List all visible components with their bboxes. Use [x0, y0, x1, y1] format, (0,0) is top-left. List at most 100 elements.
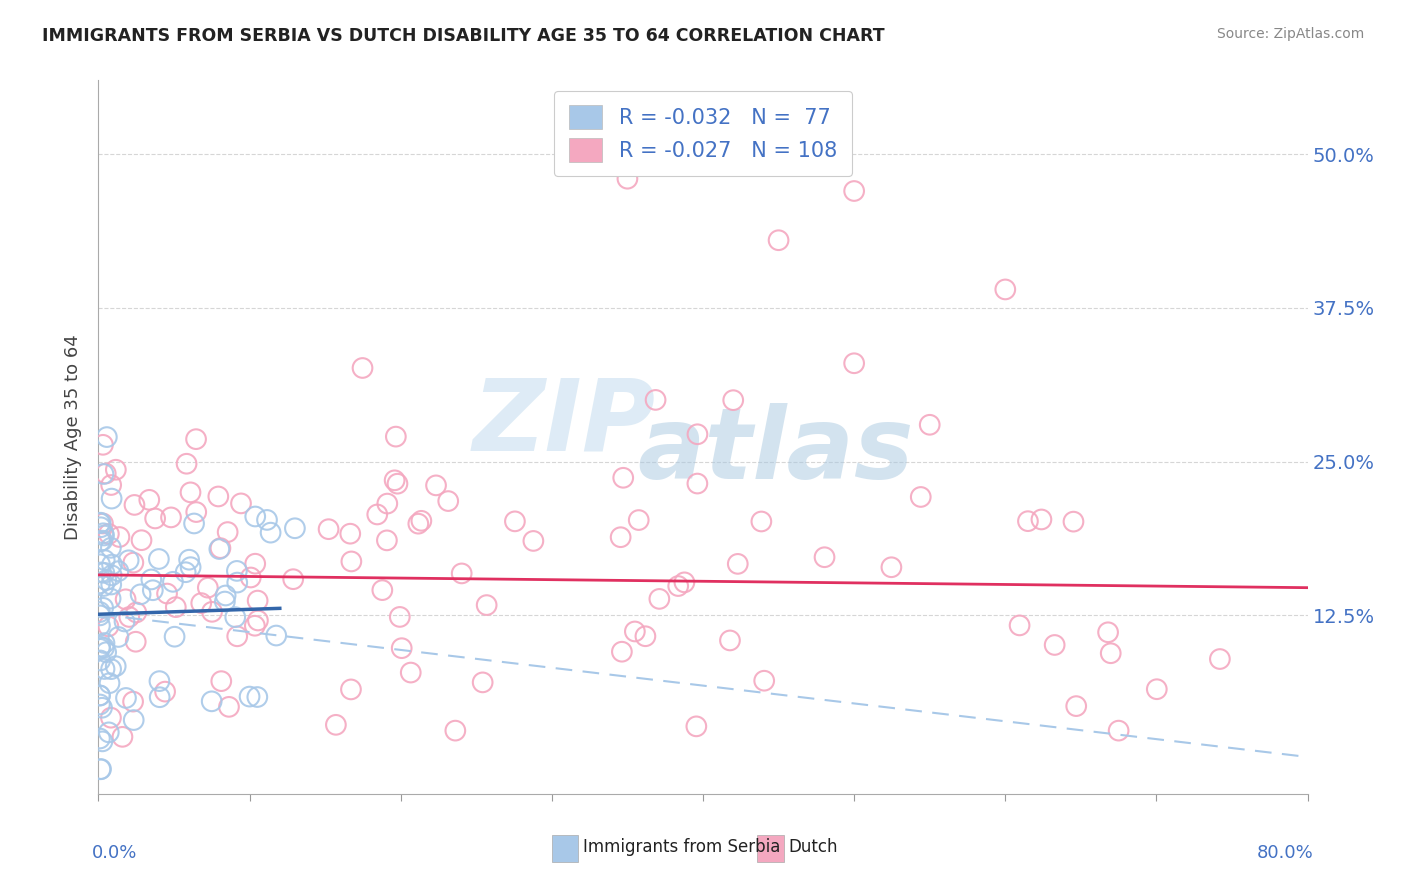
Point — [89, 608, 111, 623]
Point — [100, 591, 122, 606]
Point — [148, 552, 170, 566]
Point — [90, 762, 112, 776]
Point — [246, 593, 269, 607]
Point — [209, 674, 232, 689]
Point — [89, 516, 111, 531]
Point — [217, 524, 239, 539]
Point — [259, 525, 281, 540]
Point — [666, 579, 689, 593]
Point — [90, 566, 112, 580]
Point — [186, 505, 208, 519]
Point — [122, 713, 145, 727]
Point — [91, 533, 114, 548]
Point — [226, 575, 249, 590]
Point — [214, 594, 236, 608]
Point — [89, 641, 111, 656]
Point — [98, 676, 121, 690]
Point — [1108, 723, 1130, 738]
Point — [218, 699, 240, 714]
Point — [89, 731, 111, 746]
Point — [131, 533, 153, 548]
Point — [475, 598, 498, 612]
Point — [90, 520, 112, 534]
Point — [111, 730, 134, 744]
Point — [118, 553, 141, 567]
Point — [256, 513, 278, 527]
Point — [1146, 682, 1168, 697]
Legend: R = -0.032   N =  77, R = -0.027   N = 108: R = -0.032 N = 77, R = -0.027 N = 108 — [554, 91, 852, 177]
Point — [340, 682, 363, 697]
Point — [149, 690, 172, 705]
Point — [844, 356, 866, 370]
Point — [612, 471, 634, 485]
Point — [624, 624, 647, 639]
Point — [318, 522, 340, 536]
Point — [179, 485, 201, 500]
Point — [471, 675, 494, 690]
Point — [201, 605, 224, 619]
Point — [673, 575, 696, 590]
Text: 80.0%: 80.0% — [1257, 844, 1313, 862]
Point — [648, 591, 671, 606]
Point — [340, 554, 363, 568]
Point — [686, 476, 709, 491]
Point — [183, 516, 205, 531]
Point — [89, 762, 111, 776]
Point — [100, 541, 122, 555]
Point — [89, 558, 111, 572]
Point — [283, 572, 305, 586]
Point — [89, 689, 111, 703]
Point — [162, 574, 184, 589]
Point — [214, 589, 236, 603]
Point — [371, 583, 394, 598]
Point — [93, 566, 115, 580]
Point — [225, 564, 247, 578]
Point — [385, 429, 408, 443]
Point — [408, 516, 430, 531]
Text: ZIP: ZIP — [472, 375, 655, 471]
Point — [245, 557, 267, 571]
Point — [208, 542, 231, 557]
Point — [89, 698, 111, 712]
Point — [751, 515, 773, 529]
Point — [114, 615, 136, 629]
Point — [174, 565, 197, 579]
Point — [124, 498, 146, 512]
Point — [610, 645, 633, 659]
Point — [609, 530, 631, 544]
Point — [90, 516, 112, 530]
Point — [93, 579, 115, 593]
Point — [685, 719, 707, 733]
Text: 0.0%: 0.0% — [93, 844, 138, 862]
Point — [96, 573, 118, 587]
Point — [91, 516, 114, 531]
Point — [148, 674, 170, 689]
Point — [104, 659, 127, 673]
Point — [142, 583, 165, 598]
Point — [727, 557, 749, 571]
Point — [125, 634, 148, 648]
Point — [387, 476, 409, 491]
Point — [1017, 514, 1039, 528]
Point — [93, 636, 115, 650]
Point — [264, 628, 287, 642]
Point — [522, 533, 544, 548]
Point — [686, 427, 709, 442]
Point — [634, 629, 657, 643]
Point — [96, 430, 118, 444]
Point — [143, 511, 166, 525]
Point — [910, 490, 932, 504]
Point — [91, 526, 114, 541]
Point — [224, 610, 246, 624]
Point — [93, 640, 115, 655]
Point — [97, 527, 120, 541]
Point — [165, 600, 187, 615]
Point — [880, 560, 903, 574]
Point — [91, 700, 114, 714]
Point — [107, 630, 129, 644]
Point — [184, 432, 207, 446]
Point — [375, 497, 398, 511]
Point — [352, 361, 374, 376]
Point — [207, 490, 229, 504]
Point — [339, 526, 361, 541]
